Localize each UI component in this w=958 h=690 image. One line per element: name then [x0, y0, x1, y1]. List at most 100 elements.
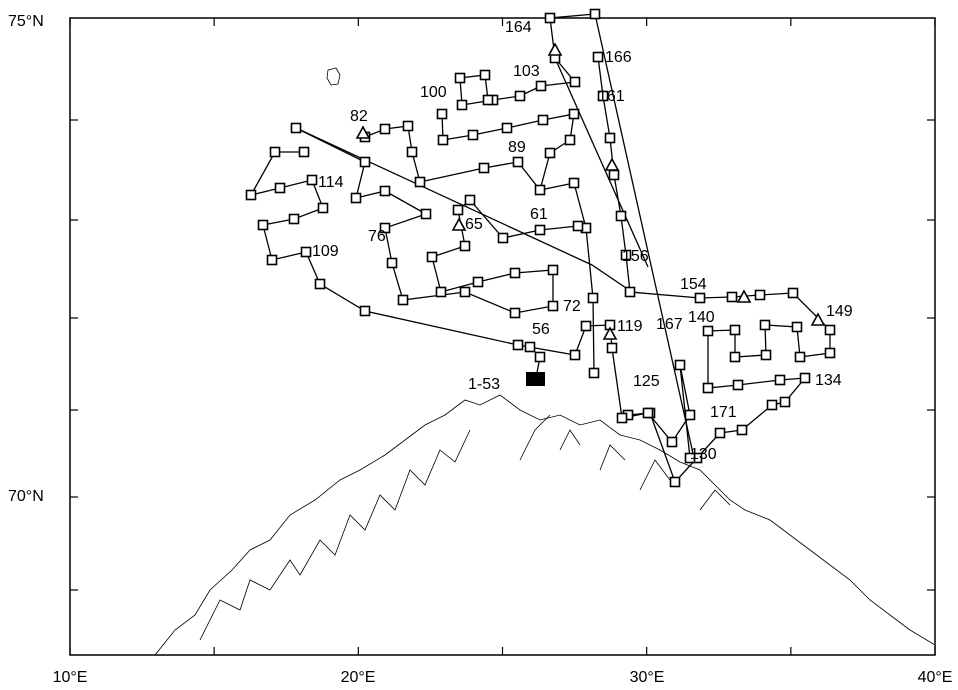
track — [554, 57, 649, 268]
station — [414, 176, 426, 188]
station — [512, 339, 524, 351]
station — [766, 399, 778, 411]
station — [482, 94, 494, 106]
station-label: 61 — [530, 206, 548, 223]
station — [266, 254, 278, 266]
station — [592, 51, 604, 63]
station-label: 164 — [505, 19, 532, 36]
station — [669, 476, 681, 488]
station — [512, 156, 524, 168]
station — [589, 8, 601, 20]
station — [420, 208, 432, 220]
station — [616, 412, 628, 424]
station — [426, 251, 438, 263]
lon-label: 20°E — [341, 669, 376, 686]
station — [300, 246, 312, 258]
station-label: 65 — [465, 216, 483, 233]
station — [726, 291, 738, 303]
coastline-path — [154, 394, 936, 656]
station — [729, 351, 741, 363]
station — [306, 174, 318, 186]
station — [524, 341, 536, 353]
track — [594, 13, 695, 459]
station-label: 149 — [826, 303, 853, 320]
station — [479, 69, 491, 81]
station — [534, 184, 546, 196]
station — [514, 90, 526, 102]
station — [642, 407, 654, 419]
station — [779, 396, 791, 408]
station — [799, 372, 811, 384]
station — [350, 192, 362, 204]
station — [569, 76, 581, 88]
station-triangle — [355, 125, 371, 139]
station — [359, 305, 371, 317]
station — [666, 436, 678, 448]
station — [397, 294, 409, 306]
station — [736, 424, 748, 436]
station — [478, 162, 490, 174]
station — [534, 224, 546, 236]
track — [295, 127, 579, 314]
station-triangle — [810, 312, 826, 326]
station — [257, 219, 269, 231]
station — [732, 379, 744, 391]
island — [326, 67, 341, 86]
station — [759, 319, 771, 331]
station — [359, 156, 371, 168]
station — [684, 452, 696, 464]
station — [472, 276, 484, 288]
lon-label: 40°E — [918, 669, 953, 686]
station — [435, 286, 447, 298]
station — [547, 300, 559, 312]
station-label: 167 — [656, 316, 683, 333]
station — [624, 286, 636, 298]
station — [787, 287, 799, 299]
track — [295, 127, 633, 293]
station — [406, 146, 418, 158]
station — [245, 189, 257, 201]
station-label: 100 — [420, 84, 447, 101]
lon-label: 30°E — [630, 669, 665, 686]
station — [568, 108, 580, 120]
station — [298, 146, 310, 158]
station-label: 82 — [350, 108, 368, 125]
station — [702, 325, 714, 337]
station — [317, 202, 329, 214]
station — [674, 359, 686, 371]
station-label: 103 — [513, 63, 540, 80]
station — [702, 382, 714, 394]
station — [459, 286, 471, 298]
station-triangle — [451, 217, 467, 231]
station — [754, 289, 766, 301]
station — [694, 292, 706, 304]
station — [580, 320, 592, 332]
station-label: 161 — [598, 88, 625, 105]
station — [544, 12, 556, 24]
station — [274, 182, 286, 194]
labels: 75°N 70°N 10°E 20°E 30°E 40°E 164 166 103 100 161 8… — [8, 13, 952, 686]
station — [379, 222, 391, 234]
station-label: 109 — [312, 243, 339, 260]
station — [464, 194, 476, 206]
station — [569, 349, 581, 361]
station — [824, 324, 836, 336]
station-label: 171 — [710, 404, 737, 421]
station — [597, 90, 609, 102]
coastline — [154, 67, 936, 656]
station — [564, 134, 576, 146]
station-label: 140 — [688, 309, 715, 326]
station-label: 114 — [318, 174, 344, 191]
station — [509, 267, 521, 279]
station — [714, 427, 726, 439]
station-triangle — [602, 326, 618, 340]
station — [774, 374, 786, 386]
station-label: 119 — [617, 318, 643, 335]
lat-label: 70°N — [8, 488, 44, 505]
lat-label: 75°N — [8, 13, 44, 30]
station — [288, 213, 300, 225]
station — [459, 240, 471, 252]
station — [572, 220, 584, 232]
station — [794, 351, 806, 363]
station — [606, 342, 618, 354]
